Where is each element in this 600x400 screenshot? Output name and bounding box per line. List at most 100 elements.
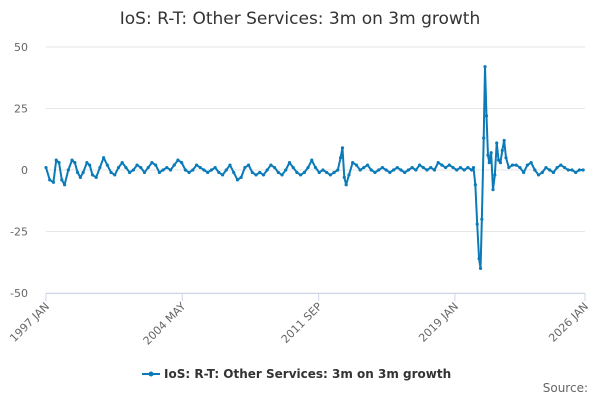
data-point[interactable] — [493, 173, 497, 177]
data-point[interactable] — [310, 158, 314, 162]
data-point[interactable] — [504, 156, 508, 160]
data-point[interactable] — [548, 168, 552, 172]
data-point[interactable] — [51, 180, 56, 184]
data-point[interactable] — [105, 163, 109, 167]
data-point[interactable] — [529, 161, 533, 165]
data-point[interactable] — [577, 168, 582, 172]
data-point[interactable] — [429, 165, 433, 170]
data-point[interactable] — [518, 165, 522, 170]
data-point[interactable] — [261, 173, 266, 177]
data-point[interactable] — [239, 175, 243, 179]
data-point[interactable] — [88, 163, 92, 167]
data-point[interactable] — [483, 65, 487, 69]
data-point[interactable] — [131, 168, 135, 172]
data-point[interactable] — [365, 163, 370, 167]
data-point[interactable] — [399, 168, 403, 172]
data-point[interactable] — [116, 165, 121, 170]
data-point[interactable] — [232, 170, 236, 175]
data-point[interactable] — [522, 170, 526, 175]
data-point[interactable] — [500, 148, 504, 152]
data-point[interactable] — [142, 170, 147, 175]
data-point[interactable] — [57, 161, 61, 165]
data-point[interactable] — [484, 114, 489, 118]
data-point[interactable] — [470, 168, 474, 172]
data-point[interactable] — [570, 168, 574, 172]
data-point[interactable] — [388, 170, 392, 175]
data-point[interactable] — [85, 161, 89, 165]
data-point[interactable] — [514, 163, 518, 167]
data-point[interactable] — [507, 165, 511, 170]
data-point[interactable] — [478, 266, 483, 270]
data-point[interactable] — [317, 170, 321, 175]
data-point[interactable] — [536, 173, 541, 177]
data-point[interactable] — [444, 165, 448, 170]
data-point[interactable] — [94, 175, 98, 179]
data-point[interactable] — [414, 168, 418, 172]
data-point[interactable] — [362, 165, 366, 170]
data-point[interactable] — [157, 170, 161, 175]
data-point[interactable] — [66, 168, 70, 172]
data-point[interactable] — [176, 158, 180, 162]
data-point[interactable] — [187, 170, 191, 175]
data-point[interactable] — [213, 165, 217, 170]
data-point[interactable] — [336, 168, 340, 172]
data-point[interactable] — [81, 170, 85, 175]
data-point[interactable] — [220, 173, 225, 177]
data-point[interactable] — [480, 217, 484, 221]
data-point[interactable] — [551, 170, 556, 175]
data-point[interactable] — [235, 178, 240, 182]
data-point[interactable] — [458, 165, 463, 170]
data-point[interactable] — [489, 151, 493, 155]
data-point[interactable] — [44, 165, 48, 170]
data-point[interactable] — [128, 170, 132, 175]
data-point[interactable] — [332, 170, 336, 175]
data-point[interactable] — [284, 168, 288, 172]
data-point[interactable] — [498, 161, 503, 165]
data-point[interactable] — [384, 168, 388, 172]
data-point[interactable] — [436, 161, 440, 165]
data-point[interactable] — [487, 161, 491, 165]
data-point[interactable] — [406, 168, 411, 172]
data-point[interactable] — [209, 168, 214, 172]
data-point[interactable] — [395, 165, 399, 170]
data-point[interactable] — [109, 170, 113, 175]
data-point[interactable] — [180, 161, 184, 165]
data-point[interactable] — [566, 168, 570, 172]
data-point[interactable] — [482, 136, 486, 140]
data-point[interactable] — [146, 165, 150, 170]
data-point[interactable] — [78, 175, 82, 179]
data-point[interactable] — [273, 165, 277, 170]
data-point[interactable] — [191, 168, 195, 172]
data-point[interactable] — [139, 165, 143, 170]
data-point[interactable] — [295, 170, 299, 175]
data-point[interactable] — [54, 158, 58, 162]
data-point[interactable] — [202, 168, 206, 172]
data-point[interactable] — [369, 168, 373, 172]
data-point[interactable] — [183, 168, 187, 172]
data-point[interactable] — [451, 165, 455, 170]
data-point[interactable] — [299, 173, 303, 177]
data-point[interactable] — [466, 165, 470, 170]
data-point[interactable] — [455, 168, 459, 172]
data-point[interactable] — [165, 165, 169, 170]
data-point[interactable] — [410, 165, 414, 170]
data-point[interactable] — [228, 163, 232, 167]
data-point[interactable] — [243, 165, 247, 170]
data-point[interactable] — [90, 173, 95, 177]
data-point[interactable] — [321, 168, 325, 172]
data-point[interactable] — [194, 163, 199, 167]
data-point[interactable] — [354, 163, 358, 167]
data-point[interactable] — [475, 222, 479, 226]
data-point[interactable] — [574, 170, 578, 175]
data-point[interactable] — [150, 161, 154, 165]
data-point[interactable] — [471, 165, 476, 170]
data-point[interactable] — [306, 165, 310, 170]
data-point[interactable] — [120, 161, 124, 165]
data-point[interactable] — [269, 163, 273, 167]
data-point[interactable] — [373, 170, 377, 175]
data-point[interactable] — [496, 158, 501, 162]
data-point[interactable] — [380, 165, 385, 170]
data-point[interactable] — [62, 183, 67, 187]
data-point[interactable] — [172, 163, 176, 167]
legend-item[interactable]: IoS: R-T: Other Services: 3m on 3m growt… — [142, 367, 451, 381]
